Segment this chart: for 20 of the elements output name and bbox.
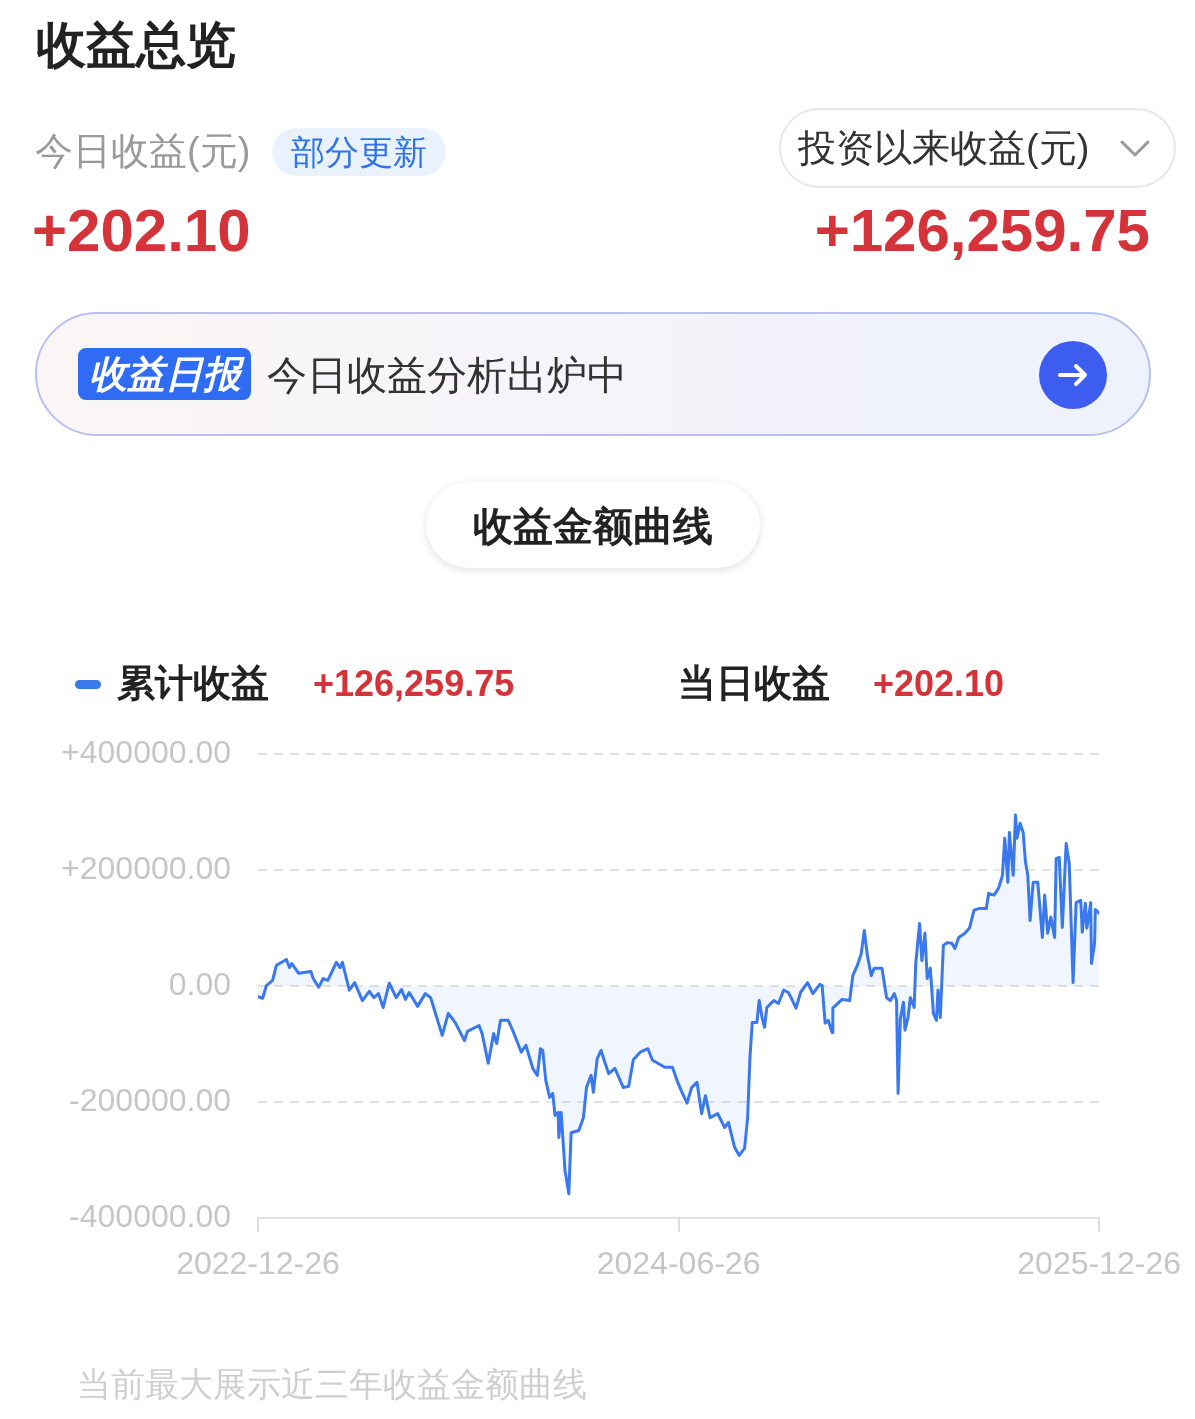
y-tick-label: 0.00 xyxy=(168,965,231,1002)
chart-subtitle: 收益金额曲线 xyxy=(473,503,713,549)
y-tick-label: +200000.00 xyxy=(61,849,231,886)
text: +202.10 xyxy=(873,662,1005,706)
text: 今日收益(元) xyxy=(35,129,251,174)
x-tick-label: 2025-12-26 xyxy=(1017,1245,1181,1282)
y-tick-label: -200000.00 xyxy=(69,1081,231,1118)
x-tick-label: 2022-12-26 xyxy=(176,1245,340,1282)
chart-title: 收益总览 xyxy=(36,16,236,75)
text: +202.10 xyxy=(32,196,251,266)
legend-label: 累计收益 xyxy=(117,661,269,706)
text: +126,259.75 xyxy=(313,662,515,706)
x-tick-label: 2024-06-26 xyxy=(596,1245,761,1282)
y-tick-label: -400000.00 xyxy=(69,1197,231,1234)
text: 部分更新 xyxy=(291,132,427,173)
text: +126,259.75 xyxy=(814,196,1150,266)
text: 投资以来收益(元) xyxy=(798,126,1090,171)
text: 当日收益 xyxy=(678,661,830,706)
text: 今日收益分析出炉中 xyxy=(267,352,627,399)
y-tick-label: +400000.00 xyxy=(61,734,231,771)
